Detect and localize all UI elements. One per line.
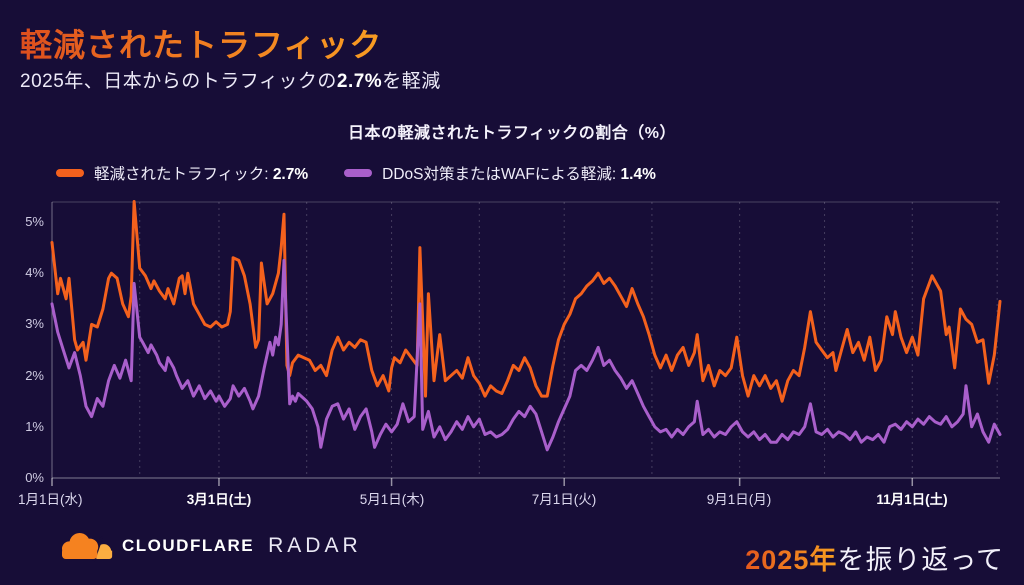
y-axis-tick-4pct: 4% (25, 265, 44, 280)
mitigated-series-swatch (56, 169, 84, 177)
tagline-year: 2025年 (745, 545, 838, 575)
legend-item-ddos-waf: DDoS対策またはWAFによる軽減: 1.4% (344, 162, 656, 184)
page-title: 軽減されたトラフィック (20, 20, 382, 66)
x-axis-tick-jan1: 1月1日(水) (18, 492, 83, 507)
chart-legend: 軽減されたトラフィック: 2.7% DDoS対策またはWAFによる軽減: 1.4… (56, 162, 656, 184)
subtitle-value: 2.7% (336, 71, 383, 92)
cloudflare-radar-logo: CLOUDFLARE RADAR (62, 528, 362, 564)
x-axis-tick-sep1: 9月1日(月) (706, 492, 772, 507)
x-axis-tick-nov1: 11月1日(土) (876, 492, 948, 507)
footer-tagline: 2025年を振り返って (745, 538, 1004, 577)
chart-title: 日本の軽減されたトラフィックの割合（%） (348, 125, 676, 142)
tagline-rest: を振り返って (837, 545, 1004, 575)
subtitle-prefix: 2025年、日本からのトラフィックの (20, 71, 337, 92)
legend-label-mitigated: 軽減されたトラフィック: 2.7% (94, 166, 309, 183)
cloudflare-cloud-icon (62, 533, 113, 562)
x-axis-tick-jul1: 7月1日(火) (531, 492, 597, 507)
page-subtitle: 2025年、日本からのトラフィックの2.7%を軽減 (20, 66, 441, 93)
brand-name: CLOUDFLARE (122, 536, 255, 555)
ddos-waf-series-swatch (344, 169, 373, 177)
x-axis-tick-may1: 5月1日(木) (359, 492, 425, 507)
y-axis-tick-1pct: 1% (25, 419, 44, 434)
subtitle-suffix: を軽減 (382, 71, 441, 92)
y-axis-tick-3pct: 3% (25, 316, 44, 331)
y-axis-tick-5pct: 5% (25, 214, 44, 229)
legend-label-ddos-waf: DDoS対策またはWAFによる軽減: 1.4% (382, 166, 656, 183)
legend-item-mitigated: 軽減されたトラフィック: 2.7% (56, 162, 308, 184)
x-axis-tick-mar1: 3月1日(土) (186, 492, 252, 507)
y-axis-tick-2pct: 2% (25, 368, 44, 383)
product-name: RADAR (268, 534, 362, 557)
y-axis-tick-0pct: 0% (25, 470, 44, 485)
